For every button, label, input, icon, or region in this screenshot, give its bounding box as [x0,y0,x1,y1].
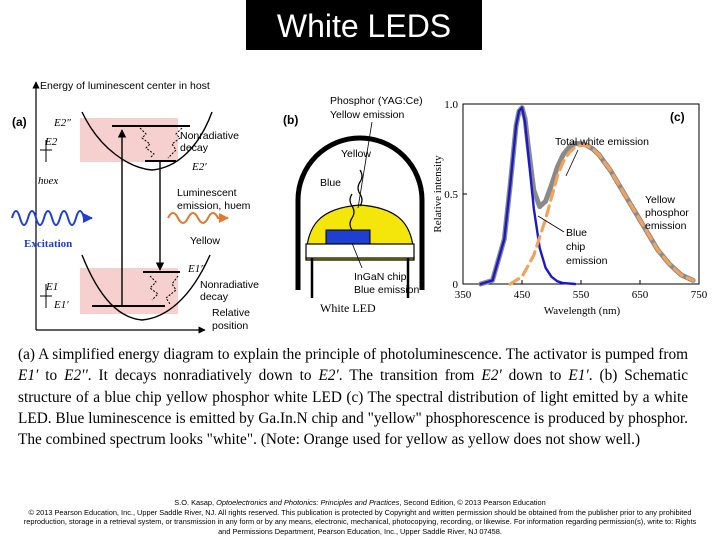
label-chip-2: Blue emission [354,284,420,296]
caption-text-2: to [38,367,65,385]
label-chip-1: InGaN chip [354,271,407,283]
x-tick-label: 350 [455,289,472,301]
x-tick-label: 650 [632,289,649,301]
x-tick-label: 750 [691,289,708,301]
blue-ray [349,193,355,231]
led-base [305,243,415,259]
lower-parabola [81,254,211,321]
label-luminescent-2: emission, hυem [177,200,251,212]
x-tick-label: 450 [514,289,531,301]
annotation-total: Total white emission [555,136,649,148]
ingan-chip [325,229,371,245]
credit-edition: , Second Edition, © 2013 Pearson Educati… [399,498,546,507]
y-tick-label: 1.0 [444,99,458,111]
credit-rights: © 2013 Pearson Education, Inc., Upper Sa… [23,507,697,537]
label-luminescent-1: Luminescent [177,187,237,199]
label-phosphor-1: Phosphor (YAG:Ce) [330,95,423,107]
caption-e1p-b: E1′ [568,367,589,385]
caption-e1p: E1′ [18,367,39,385]
label-hv-ex: hυex [38,175,58,187]
panel-a-energy-diagram: (a) Energy of luminescent center in host… [11,80,259,334]
upper-band [80,118,178,162]
series-line-2 [508,143,695,286]
y-tick-label: 0.5 [444,189,458,201]
caption-text-4: . The transition from [338,367,482,385]
credit-book-title: Optoelectronics and Photonics: Principle… [216,498,400,507]
label-blue-b: Blue [320,177,341,189]
label-nonradiative-bot-2: decay [200,291,229,303]
label-e2: E2 [44,136,58,148]
label-e2pp: E2″ [53,117,71,129]
x-tick-label: 550 [573,289,590,301]
upper-parabola [81,111,213,171]
panel-a-axis-label: Energy of luminescent center in host [40,80,210,92]
credit-author: S.O. Kasap, [174,498,217,507]
label-e2p: E2′ [191,161,207,173]
label-e1p: E1′ [53,299,69,311]
excitation-wave [11,210,93,226]
nonradiative-top-zigzag [139,127,155,159]
annotation-blue-1: Blue [566,227,587,239]
annotation-yellow-2: phosphor [645,207,689,219]
panel-b-led-structure: (b) Phosphor (YAG:Ce) Yellow emission Ye… [283,95,425,315]
label-yellow-b: Yellow [341,148,371,160]
label-excitation: Excitation [24,238,72,250]
caption-text-1: (a) A simplified energy diagram to expla… [18,346,688,363]
panel-a-label: (a) [12,115,27,129]
label-nonradiative-top-2: decay [180,142,209,154]
panel-c-spectrum-chart: (c) Relative intensity Wavelength (nm) 3… [432,99,708,317]
caption-e2p-b: E2′ [481,367,502,385]
panel-c-label: (c) [670,110,685,124]
label-relative-2: position [212,320,248,332]
caption-text-6: . (b) Schematic structure of a blue chip… [18,367,688,449]
label-yellow-a: Yellow [190,235,220,247]
chart-xlabel: Wavelength (nm) [544,305,621,317]
caption-e2p-a: E2′ [318,367,339,385]
label-white-led: White LED [320,301,376,315]
caption-text-3: . It decays nonradiatively down to [87,367,319,385]
y-tick-label: 0 [453,279,459,291]
slide-title: White LEDS [246,0,482,50]
yellow-ray [357,169,363,207]
nonradiative-bottom-zigzag-2 [165,275,179,305]
nonradiative-bottom-zigzag [149,275,159,301]
label-e1pp: E1″ [187,263,205,275]
annotation-blue-3: emission [566,255,608,267]
annotation-yellow-1: Yellow [645,194,675,206]
label-relative-1: Relative [212,307,250,319]
label-nonradiative-bot-1: Nonradiative [200,279,259,291]
caption-text-5: down to [501,367,569,385]
copyright-credit: S.O. Kasap, Optoelectronics and Photonic… [20,498,700,537]
annotation-yellow-3: emission [645,220,687,232]
emission-wave [167,212,229,224]
figure-caption: (a) A simplified energy diagram to expla… [18,344,688,450]
chart-ylabel: Relative intensity [432,155,444,233]
caption-e2pp: E2′′ [64,367,88,385]
annotation-blue-2: chip [566,241,585,253]
lower-band [80,268,178,314]
label-e1: E1 [45,281,58,293]
label-phosphor-2: Yellow emission [330,109,404,121]
figure: (a) Energy of luminescent center in host… [11,80,708,334]
nonradiative-top-zigzag-2 [167,127,183,159]
series-line-1 [479,106,577,286]
label-nonradiative-top-1: Nonradiative [180,130,239,142]
panel-b-label: (b) [283,113,298,127]
